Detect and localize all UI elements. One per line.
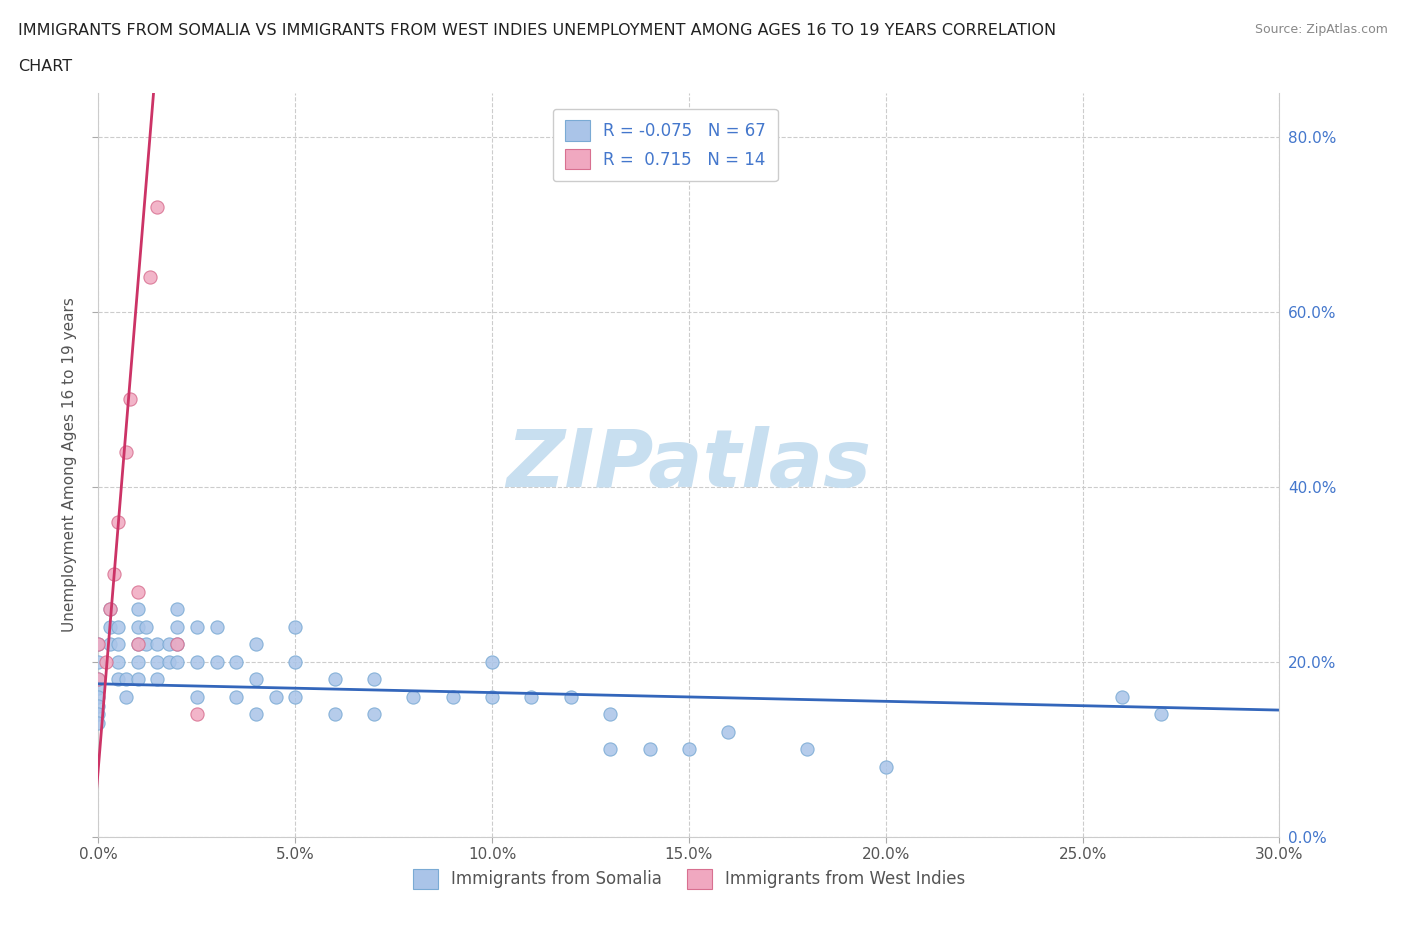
Point: [157, 637, 180, 652]
Point: [135, 637, 157, 652]
Point: [225, 655, 247, 670]
Point: [560, 689, 582, 704]
Point: [87, 698, 110, 713]
Point: [205, 655, 228, 670]
Point: [284, 689, 307, 704]
Point: [284, 655, 307, 670]
Point: [186, 655, 208, 670]
Point: [402, 689, 425, 704]
Point: [166, 619, 188, 634]
Point: [875, 760, 897, 775]
Point: [118, 392, 141, 406]
Point: [127, 672, 149, 687]
Point: [678, 742, 700, 757]
Point: [157, 655, 180, 670]
Point: [127, 602, 149, 617]
Point: [107, 514, 129, 529]
Point: [87, 637, 110, 652]
Point: [146, 672, 169, 687]
Point: [284, 619, 307, 634]
Point: [245, 637, 267, 652]
Point: [127, 637, 149, 652]
Point: [166, 602, 188, 617]
Point: [363, 707, 385, 722]
Point: [599, 707, 621, 722]
Point: [98, 619, 121, 634]
Point: [127, 655, 149, 670]
Point: [796, 742, 818, 757]
Point: [323, 672, 346, 687]
Point: [441, 689, 464, 704]
Point: [87, 707, 110, 722]
Point: [127, 584, 149, 599]
Point: [520, 689, 543, 704]
Point: [98, 637, 121, 652]
Point: [96, 655, 118, 670]
Point: [363, 672, 385, 687]
Point: [87, 655, 110, 670]
Point: [245, 707, 267, 722]
Point: [1150, 707, 1173, 722]
Point: [186, 689, 208, 704]
Point: [98, 602, 121, 617]
Point: [115, 689, 138, 704]
Point: [225, 689, 247, 704]
Point: [107, 672, 129, 687]
Point: [599, 742, 621, 757]
Point: [146, 655, 169, 670]
Point: [87, 681, 110, 696]
Point: [127, 619, 149, 634]
Point: [264, 689, 287, 704]
Point: [166, 637, 188, 652]
Y-axis label: Unemployment Among Ages 16 to 19 years: Unemployment Among Ages 16 to 19 years: [62, 298, 77, 632]
Point: [481, 655, 503, 670]
Text: CHART: CHART: [18, 59, 72, 73]
Text: IMMIGRANTS FROM SOMALIA VS IMMIGRANTS FROM WEST INDIES UNEMPLOYMENT AMONG AGES 1: IMMIGRANTS FROM SOMALIA VS IMMIGRANTS FR…: [18, 23, 1056, 38]
Point: [245, 672, 267, 687]
Point: [87, 689, 110, 704]
Point: [87, 672, 110, 687]
Text: ZIPatlas: ZIPatlas: [506, 426, 872, 504]
Point: [166, 637, 188, 652]
Point: [87, 672, 110, 687]
Point: [323, 707, 346, 722]
Point: [103, 567, 125, 582]
Point: [135, 619, 157, 634]
Point: [107, 619, 129, 634]
Point: [98, 602, 121, 617]
Point: [186, 619, 208, 634]
Point: [107, 637, 129, 652]
Text: Source: ZipAtlas.com: Source: ZipAtlas.com: [1254, 23, 1388, 36]
Point: [146, 199, 169, 214]
Point: [138, 270, 160, 285]
Point: [107, 655, 129, 670]
Legend: Immigrants from Somalia, Immigrants from West Indies: Immigrants from Somalia, Immigrants from…: [406, 862, 972, 896]
Point: [481, 689, 503, 704]
Point: [87, 637, 110, 652]
Point: [146, 637, 169, 652]
Point: [1111, 689, 1133, 704]
Point: [186, 707, 208, 722]
Point: [127, 637, 149, 652]
Point: [87, 716, 110, 731]
Point: [166, 655, 188, 670]
Point: [115, 672, 138, 687]
Point: [115, 445, 138, 459]
Point: [717, 724, 740, 739]
Point: [638, 742, 661, 757]
Point: [205, 619, 228, 634]
